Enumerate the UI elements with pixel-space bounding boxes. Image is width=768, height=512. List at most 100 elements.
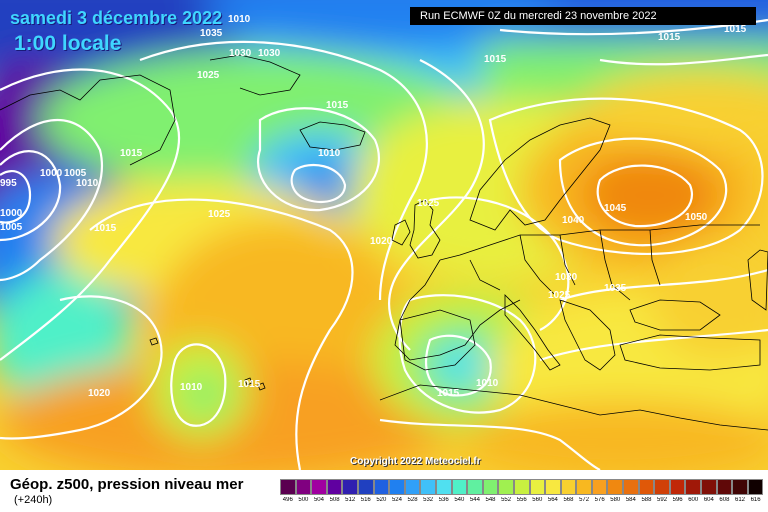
scale-label: 600 [688,497,699,503]
scale-swatch [623,479,639,495]
isobar-label: 1015 [724,24,747,35]
scale-swatch [280,479,296,495]
scale-label: 596 [672,497,683,503]
scale-swatch [654,479,670,495]
scale-label: 580 [610,497,621,503]
scale-label: 608 [719,497,730,503]
color-scale-labels: 496 500 504 508 512 516 520 524 528 532 536 540 544 5… [280,497,763,503]
scale-swatch [669,479,686,495]
scale-swatch [685,479,702,495]
geopotential-field [0,0,768,470]
isobar-label: 1015 [326,100,349,111]
scale-label: 508 [329,497,340,503]
scale-label: 564 [547,497,558,503]
scale-swatch [295,479,312,495]
scale-swatch [701,479,717,495]
chart-time: 1:00 locale [14,32,122,55]
scale-swatch [638,479,655,495]
color-scale [280,479,764,495]
scale-label: 572 [579,497,590,503]
legend-title: Géop. z500, pression niveau mer [10,476,244,493]
scale-swatch [435,479,452,495]
isobar-label: 1030 [555,272,578,283]
scale-label: 616 [750,497,761,503]
isobar-lines [0,18,768,470]
scale-swatch [747,479,764,495]
scale-label: 524 [391,497,402,503]
run-banner: Run ECMWF 0Z du mercredi 23 novembre 202… [410,7,756,25]
scale-label: 544 [469,497,480,503]
scale-swatch [467,479,483,495]
scale-label: 540 [454,497,465,503]
scale-label: 568 [563,497,574,503]
isobar-label: 1025 [197,70,220,81]
scale-swatch [513,479,530,495]
isobar-label: 1000 [0,208,23,219]
scale-label: 528 [407,497,418,503]
isobar-label: 1035 [604,283,627,294]
isobar-label: 1010 [476,378,499,389]
scale-label: 584 [625,497,636,503]
scale-swatch [560,479,577,495]
isobar-label: 1015 [120,148,143,159]
scale-label: 560 [532,497,543,503]
scale-label: 520 [376,497,387,503]
isobar-label: 1005 [64,168,87,179]
isobar-label: 1015 [238,379,261,390]
isobar-label: 1035 [200,28,223,39]
isobar-label: 1030 [258,48,281,59]
isobar-label: 1045 [604,203,627,214]
scale-swatch [529,479,546,495]
scale-label: 612 [735,497,746,503]
scale-swatch [311,479,327,495]
isobar-label: 1015 [437,388,460,399]
isobar-label: 1050 [685,212,708,223]
scale-label: 548 [485,497,496,503]
scale-swatch [591,479,608,495]
isobar-label: 1015 [658,32,681,43]
scale-label: 512 [345,497,356,503]
isobar-label: 1010 [76,178,99,189]
isobar-label: 1040 [562,215,585,226]
scale-swatch [373,479,390,495]
chart-date: samedi 3 décembre 2022 [10,8,223,28]
isobar-label: 1015 [94,223,117,234]
isobar-label: 1030 [229,48,252,59]
scale-swatch [576,479,592,495]
scale-swatch [545,479,561,495]
isobar-label: 1025 [417,198,440,209]
scale-swatch [342,479,358,495]
country-outlines [0,54,768,431]
scale-swatch [326,479,343,495]
scale-label: 532 [423,497,434,503]
isobar-label: 995 [0,178,17,189]
scale-label: 516 [360,497,371,503]
scale-swatch [607,479,624,495]
scale-swatch [357,479,374,495]
isobar-label: 1010 [180,382,203,393]
isobar-label: 1000 [40,168,63,179]
scale-label: 500 [298,497,309,503]
scale-label: 604 [703,497,714,503]
isobar-label: 1020 [370,236,393,247]
scale-label: 552 [501,497,512,503]
scale-swatch [420,479,436,495]
scale-label: 496 [282,497,293,503]
scale-swatch [498,479,514,495]
scale-swatch [389,479,405,495]
isobar-label: 1005 [0,222,23,233]
legend-subtitle: (+240h) [14,494,53,506]
scale-swatch [482,479,499,495]
scale-swatch [732,479,748,495]
isobar-label: 1020 [88,388,111,399]
isobar-label: 1015 [484,54,507,65]
scale-swatch [716,479,733,495]
isobar-label: 1010 [318,148,341,159]
scale-label: 592 [657,497,668,503]
scale-label: 576 [594,497,605,503]
copyright: Copyright 2022 Meteociel.fr [350,456,481,467]
scale-swatch [404,479,421,495]
